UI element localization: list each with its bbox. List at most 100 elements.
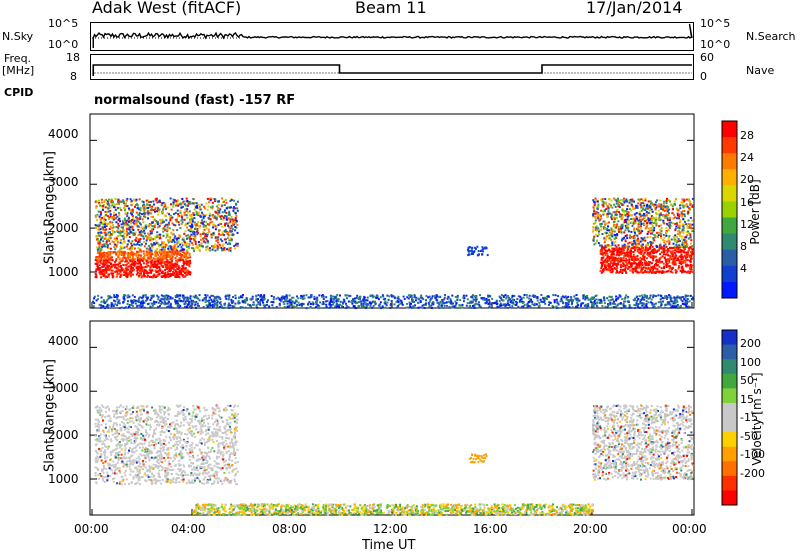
power-cell bbox=[187, 234, 190, 237]
power-cell bbox=[94, 275, 97, 278]
power-cell bbox=[204, 241, 207, 244]
power-cell bbox=[161, 202, 164, 205]
power-cell bbox=[149, 249, 152, 252]
power-cell bbox=[187, 247, 190, 250]
power-cell bbox=[179, 252, 182, 255]
power-cell bbox=[384, 300, 387, 303]
power-cell bbox=[105, 253, 108, 256]
power-cell bbox=[652, 259, 655, 262]
power-cell bbox=[142, 212, 145, 215]
power-cell bbox=[623, 231, 626, 234]
power-cell bbox=[180, 273, 183, 276]
power-cell bbox=[94, 270, 97, 273]
power-cell bbox=[620, 231, 623, 234]
power-cell bbox=[129, 253, 131, 256]
power-cell bbox=[112, 216, 114, 218]
power-cell bbox=[133, 247, 136, 250]
power-cell bbox=[123, 241, 126, 244]
power-cell bbox=[169, 250, 172, 253]
power-cell bbox=[379, 301, 382, 304]
power-cell bbox=[101, 255, 104, 258]
power-cell bbox=[665, 207, 668, 210]
power-cell bbox=[628, 258, 631, 261]
power-cell bbox=[688, 199, 691, 202]
power-cell bbox=[195, 306, 197, 309]
power-cell bbox=[155, 255, 158, 257]
power-cell bbox=[174, 235, 177, 238]
power-cell bbox=[671, 208, 674, 211]
power-cell bbox=[676, 236, 679, 239]
power-cell bbox=[672, 259, 675, 262]
power-cell bbox=[149, 266, 152, 269]
power-cell bbox=[227, 298, 230, 301]
power-cell bbox=[661, 255, 664, 258]
power-cell bbox=[687, 219, 690, 222]
nave-tick-top: 60 bbox=[700, 51, 714, 64]
power-cell bbox=[203, 220, 206, 223]
power-cell bbox=[638, 248, 641, 251]
power-cell bbox=[652, 267, 655, 269]
power-cell bbox=[609, 237, 612, 240]
power-cell bbox=[216, 238, 219, 241]
power-cell bbox=[186, 262, 188, 265]
power-cell bbox=[656, 260, 659, 263]
power-cell bbox=[183, 268, 186, 271]
power-cell bbox=[159, 262, 162, 265]
power-cell bbox=[476, 245, 479, 248]
power-cell bbox=[592, 228, 595, 231]
freq-unit: [MHz] bbox=[2, 64, 35, 77]
power-cell bbox=[162, 275, 165, 277]
power-cell bbox=[174, 252, 177, 255]
power-cell bbox=[112, 241, 115, 244]
power-cell bbox=[116, 240, 119, 243]
power-cell bbox=[335, 303, 338, 306]
power-cell bbox=[641, 258, 644, 261]
power-cell bbox=[414, 299, 417, 302]
power-cell bbox=[117, 255, 120, 258]
power-cell bbox=[119, 207, 122, 210]
power-cell bbox=[613, 242, 616, 244]
power-cell bbox=[130, 199, 133, 202]
power-cell bbox=[195, 246, 198, 249]
power-cell bbox=[187, 229, 190, 232]
power-cell bbox=[204, 294, 207, 297]
power-cell bbox=[98, 240, 101, 243]
power-cell bbox=[121, 250, 124, 253]
power-cell bbox=[186, 270, 189, 273]
power-cell bbox=[658, 216, 661, 219]
power-cell bbox=[125, 235, 128, 238]
power-cell bbox=[602, 256, 605, 259]
power-cell bbox=[139, 262, 141, 265]
power-cell bbox=[468, 250, 471, 253]
power-cell bbox=[157, 242, 160, 245]
power-cell bbox=[113, 246, 116, 249]
power-cell bbox=[686, 225, 689, 228]
power-cell bbox=[627, 222, 630, 225]
power-cell bbox=[126, 224, 129, 227]
power-cell bbox=[180, 222, 183, 225]
power-cell bbox=[115, 275, 118, 278]
power-cell bbox=[599, 244, 601, 247]
power-cell bbox=[651, 245, 654, 248]
power-cell bbox=[113, 211, 115, 214]
power-cell bbox=[167, 241, 170, 244]
power-cell bbox=[328, 301, 331, 304]
power-cell bbox=[663, 236, 666, 239]
power-cell bbox=[137, 217, 140, 220]
power-cell bbox=[619, 266, 622, 269]
power-cell bbox=[237, 300, 240, 302]
power-cell bbox=[189, 235, 192, 238]
power-cell bbox=[220, 217, 223, 220]
power-cell bbox=[159, 244, 162, 247]
power-cell bbox=[109, 215, 112, 218]
power-cell bbox=[455, 302, 458, 305]
power-cell bbox=[528, 294, 531, 297]
power-cell bbox=[223, 200, 226, 203]
power-cell bbox=[189, 295, 192, 298]
power-cell bbox=[600, 244, 603, 247]
power-cell bbox=[595, 211, 598, 214]
power-cell bbox=[177, 215, 179, 218]
power-cell bbox=[592, 237, 595, 240]
power-cell bbox=[630, 258, 633, 261]
power-cell bbox=[138, 249, 141, 252]
